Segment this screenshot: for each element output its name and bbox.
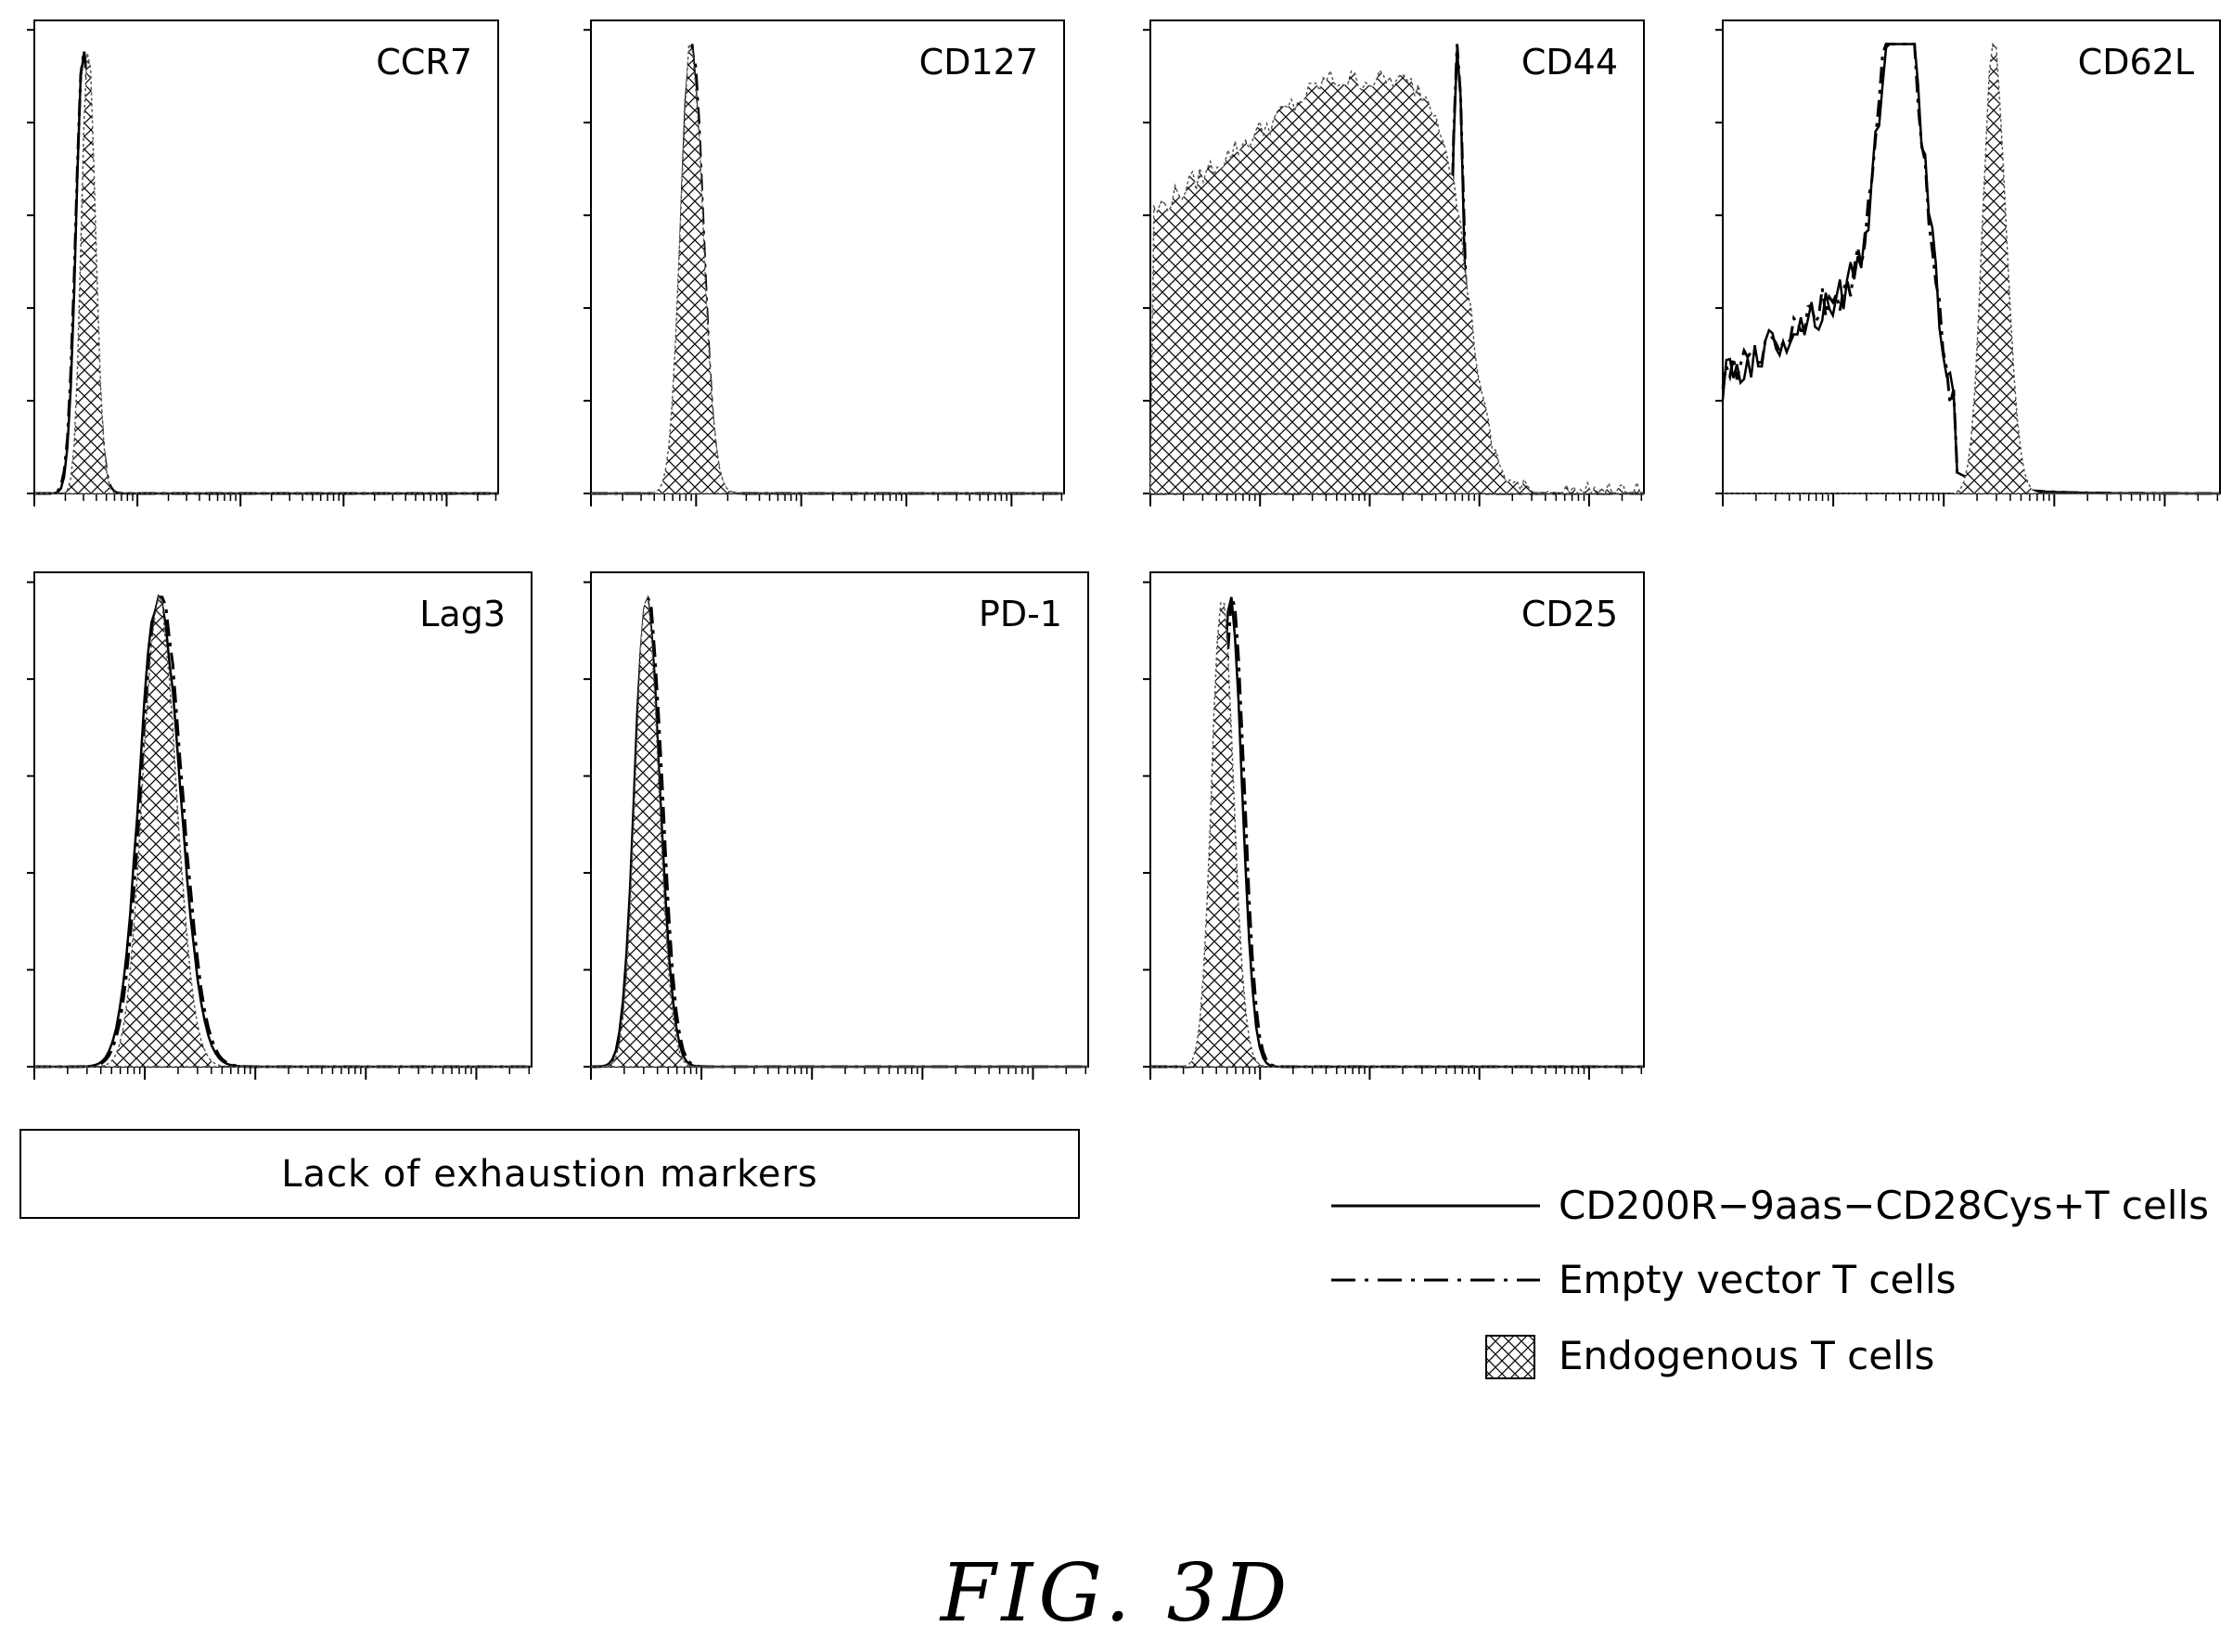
series-solid: [1721, 43, 2220, 495]
series-endogenous: [591, 594, 1088, 1068]
legend-item-solid: CD200R−9aas−CD28Cys+T cells: [1327, 1178, 2209, 1234]
panel-label: CD127: [919, 42, 1038, 83]
exhaustion-note-text: Lack of exhaustion markers: [281, 1152, 818, 1196]
histogram-panel-cd62l: CD62L: [1715, 19, 2221, 506]
legend: CD200R−9aas−CD28Cys+T cells Empty vector…: [1327, 1178, 2209, 1384]
series-dashdot: [1721, 43, 2220, 495]
series-endogenous: [34, 52, 498, 494]
legend-label-hatched: Endogenous T cells: [1559, 1333, 1935, 1378]
histogram-panel-pd-1: PD-1: [584, 571, 1089, 1080]
series-endogenous: [34, 595, 532, 1068]
figure-caption: FIG. 3D: [940, 1547, 1293, 1640]
series-endogenous: [1723, 42, 2220, 494]
panel-label: PD-1: [979, 594, 1062, 634]
series-dashdot: [591, 46, 1064, 495]
panel-label: Lag3: [419, 594, 506, 634]
panel-label: CCR7: [376, 42, 472, 83]
series-dashdot: [34, 50, 498, 495]
panel-label: CD25: [1521, 594, 1618, 634]
legend-item-hatched: Endogenous T cells: [1327, 1328, 2162, 1384]
dashdot-line-swatch: [1331, 1278, 1540, 1282]
panel-frame: [590, 19, 1065, 494]
panel-frame: [33, 571, 533, 1068]
histogram-panel-cd127: CD127: [584, 19, 1065, 506]
solid-line-swatch: [1331, 1204, 1540, 1208]
hatched-swatch: [1485, 1335, 1535, 1379]
series-dashdot: [34, 595, 532, 1069]
panel-frame: [1722, 19, 2221, 494]
series-endogenous: [1150, 600, 1644, 1068]
legend-item-dashdot: Empty vector T cells: [1327, 1252, 2162, 1308]
exhaustion-note-box: Lack of exhaustion markers: [19, 1129, 1080, 1219]
histogram-panel-ccr7: CCR7: [27, 19, 499, 506]
series-solid: [34, 52, 498, 495]
series-solid: [591, 44, 1064, 495]
histogram-panel-cd44: CD44: [1143, 19, 1645, 506]
histogram-panel-lag3: Lag3: [27, 571, 533, 1080]
panel-label: CD44: [1521, 42, 1618, 83]
series-endogenous: [591, 41, 1064, 494]
legend-label-solid: CD200R−9aas−CD28Cys+T cells: [1559, 1183, 2209, 1228]
series-endogenous: [1149, 68, 1645, 495]
panel-frame: [33, 19, 499, 494]
legend-label-dashdot: Empty vector T cells: [1559, 1257, 1957, 1302]
series-solid: [34, 594, 532, 1069]
histogram-panel-cd25: CD25: [1143, 571, 1645, 1080]
panel-label: CD62L: [2078, 42, 2194, 83]
